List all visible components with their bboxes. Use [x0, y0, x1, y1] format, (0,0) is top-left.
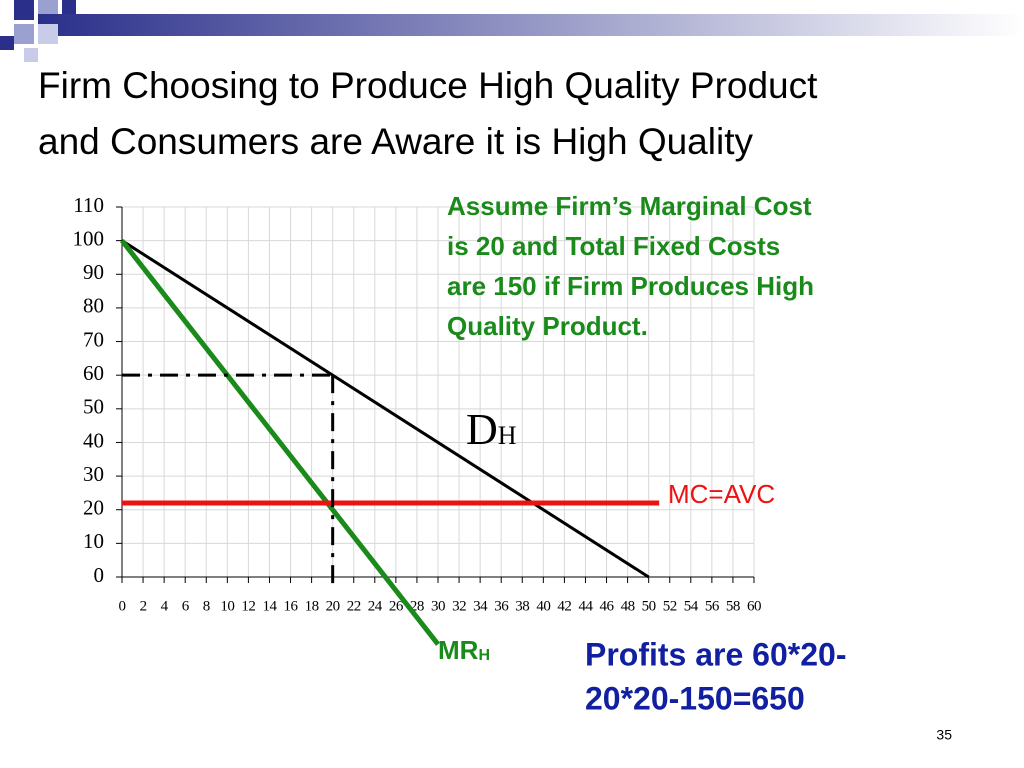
x-tick-label: 2	[140, 598, 147, 614]
series-label: MC=AVC	[668, 479, 775, 509]
y-tick-label: 110	[73, 193, 104, 217]
slide-number: 35	[936, 727, 952, 743]
y-tick-label: 90	[83, 260, 104, 284]
y-tick-label: 70	[83, 327, 104, 351]
series-label-main: MR	[438, 635, 479, 665]
x-tick-label: 22	[347, 598, 361, 614]
x-tick-label: 0	[119, 598, 126, 614]
deco-square	[62, 0, 76, 14]
series-label-sub: H	[498, 421, 517, 450]
y-tick-label: 40	[83, 428, 104, 452]
y-tick-label: 60	[83, 361, 104, 385]
series-label-sub: H	[478, 647, 490, 664]
series-label-main: D	[466, 405, 498, 454]
header-bar	[38, 14, 1024, 36]
x-tick-label: 26	[389, 598, 404, 614]
chart: Firm Choosing to Produce High Quality Pr…	[38, 65, 846, 717]
deco-square	[38, 24, 58, 44]
x-tick-label: 12	[241, 598, 255, 614]
deco-square	[0, 36, 14, 50]
annotation: is 20 and Total Fixed Costs	[447, 231, 780, 261]
x-tick-label: 38	[515, 598, 529, 614]
x-tick-label: 32	[452, 598, 466, 614]
chart-title: and Consumers are Aware it is High Quali…	[38, 121, 753, 162]
series-line	[121, 239, 650, 579]
annotation: are 150 if Firm Produces High	[447, 271, 814, 301]
x-tick-label: 8	[203, 598, 210, 614]
annotation: Assume Firm’s Marginal Cost	[447, 191, 812, 221]
x-tick-label: 40	[536, 598, 550, 614]
annotation: 20*20-150=650	[585, 680, 805, 716]
y-tick-label: 10	[83, 529, 104, 553]
annotation: Quality Product.	[447, 311, 648, 341]
x-tick-label: 14	[262, 598, 277, 614]
deco-square	[38, 0, 58, 14]
x-tick-label: 60	[747, 598, 761, 614]
x-tick-label: 16	[284, 598, 299, 614]
x-tick-label: 24	[368, 598, 383, 614]
y-tick-label: 100	[73, 226, 105, 250]
series-line	[120, 239, 440, 646]
y-tick-label: 50	[83, 395, 104, 419]
x-tick-label: 34	[473, 598, 488, 614]
x-tick-label: 36	[494, 598, 509, 614]
x-tick-label: 18	[305, 598, 319, 614]
x-tick-label: 4	[161, 598, 169, 614]
y-tick-label: 30	[83, 462, 104, 486]
x-tick-label: 6	[182, 598, 190, 614]
series-label: DH	[466, 405, 517, 454]
series-label: MRH	[438, 635, 490, 665]
chart-title: Firm Choosing to Produce High Quality Pr…	[38, 65, 818, 106]
x-tick-label: 50	[642, 598, 656, 614]
deco-square	[14, 0, 34, 20]
x-tick-label: 44	[578, 598, 593, 614]
x-tick-label: 46	[600, 598, 615, 614]
annotation: Profits are 60*20-	[585, 636, 846, 672]
x-tick-label: 52	[663, 598, 677, 614]
y-tick-label: 80	[83, 294, 104, 318]
x-tick-label: 58	[726, 598, 740, 614]
x-tick-label: 42	[557, 598, 571, 614]
y-tick-label: 20	[83, 496, 104, 520]
deco-square	[14, 24, 34, 44]
x-tick-label: 10	[220, 598, 234, 614]
x-tick-label: 56	[705, 598, 720, 614]
x-tick-label: 20	[326, 598, 340, 614]
x-tick-label: 30	[431, 598, 445, 614]
y-tick-label: 0	[94, 563, 105, 587]
x-tick-label: 48	[621, 598, 635, 614]
x-tick-label: 54	[684, 598, 699, 614]
deco-square	[24, 48, 38, 62]
